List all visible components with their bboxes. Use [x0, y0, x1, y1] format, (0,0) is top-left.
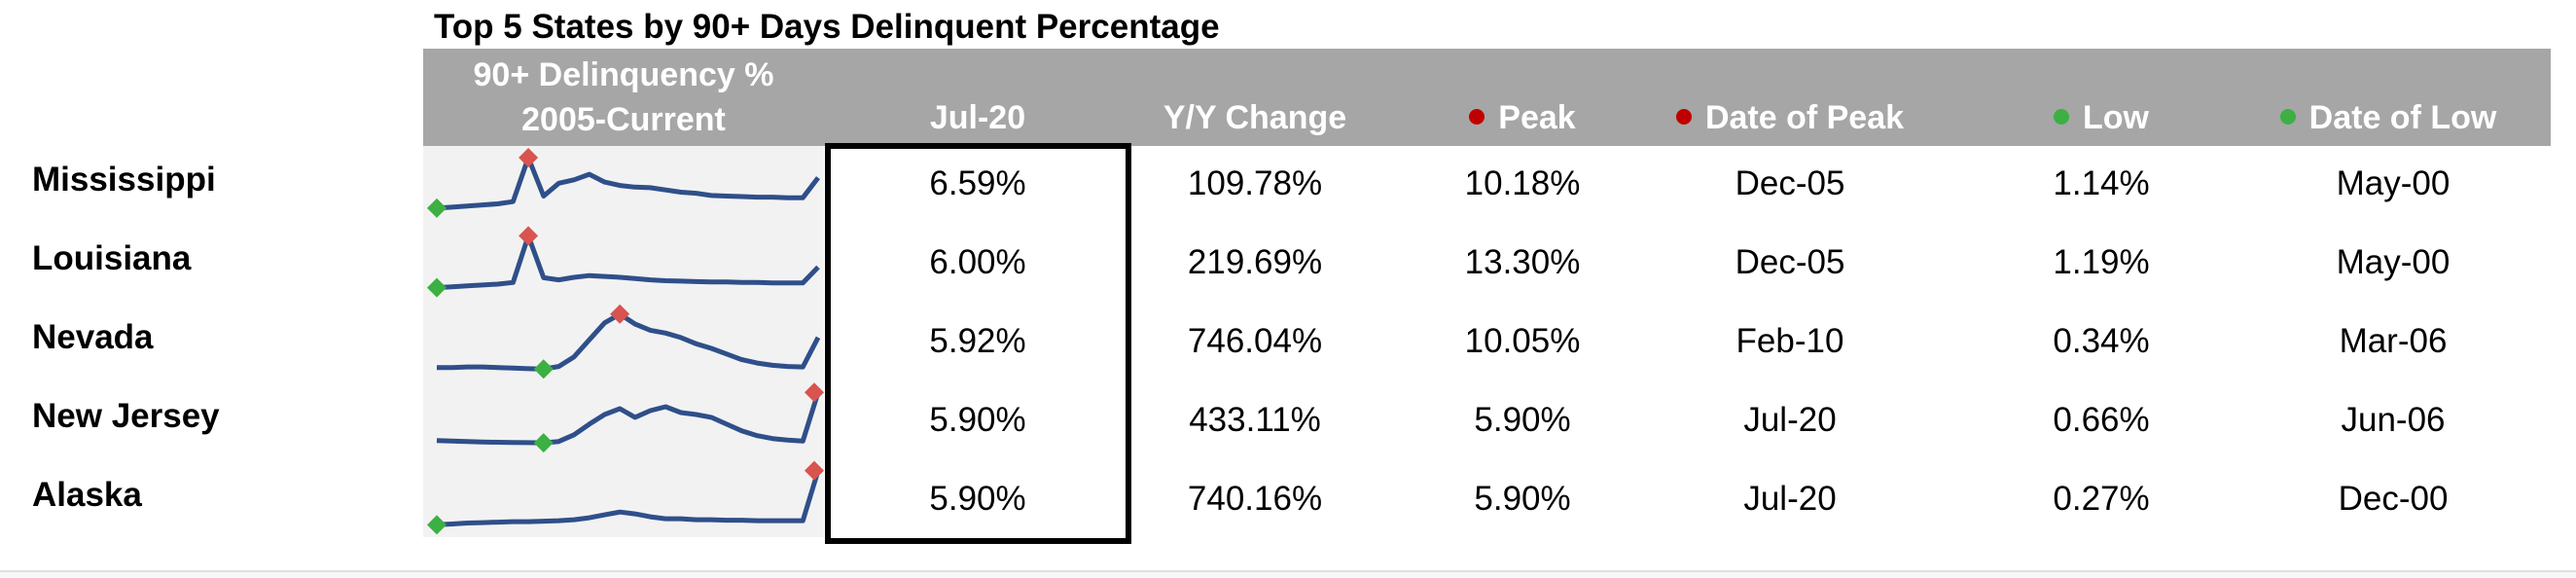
current-value: 5.92%: [929, 322, 1026, 360]
header-date-of-peak: Date of Peak: [1654, 95, 1926, 140]
low-marker-icon: [2279, 109, 2296, 126]
state-name: New Jersey: [32, 397, 220, 435]
header-low-label: Low: [2083, 99, 2149, 136]
date-of-low-value: May-00: [2336, 164, 2451, 202]
bottom-divider: [0, 570, 2576, 572]
sparkline-peak-marker: [610, 304, 630, 324]
sparkline-low-marker: [427, 198, 447, 218]
date-of-low-value: Mar-06: [2339, 322, 2448, 360]
sparkline-series: [436, 469, 821, 527]
sparkline-panel: [423, 146, 824, 537]
header-band: [423, 49, 2551, 146]
peak-value: 13.30%: [1464, 243, 1581, 281]
yy-change-value: 109.78%: [1187, 164, 1323, 202]
header-date-of-peak-label: Date of Peak: [1704, 99, 1905, 136]
header-date-of-low: Date of Low: [2247, 95, 2529, 140]
yy-change-value: 433.11%: [1189, 401, 1321, 439]
state-name: Mississippi: [32, 161, 216, 199]
low-value: 0.34%: [2053, 322, 2150, 360]
sparkline-low-marker: [427, 277, 447, 298]
yy-change-value: 746.04%: [1187, 322, 1323, 360]
current-value: 5.90%: [929, 401, 1026, 439]
peak-value: 5.90%: [1474, 401, 1571, 439]
low-value: 0.66%: [2053, 401, 2150, 439]
date-of-peak-value: Jul-20: [1743, 480, 1837, 518]
current-column-highlight: [825, 143, 1131, 544]
sparkline-chart: [427, 148, 824, 535]
date-of-low-value: Jun-06: [2341, 401, 2446, 439]
yy-change-value: 740.16%: [1187, 480, 1323, 518]
sparkline-low-marker: [533, 433, 554, 453]
table-title: Top 5 States by 90+ Days Delinquent Perc…: [434, 8, 1220, 46]
yy-change-value: 219.69%: [1187, 243, 1323, 281]
low-value: 0.27%: [2053, 480, 2150, 518]
header-peak: Peak: [1406, 95, 1639, 140]
sparkline-peak-marker: [519, 226, 539, 246]
state-name: Nevada: [32, 318, 154, 356]
sparkline-series: [436, 233, 820, 291]
date-of-peak-value: Jul-20: [1743, 401, 1837, 439]
bottom-strip: [0, 572, 2576, 578]
header-current: Jul-20: [929, 99, 1026, 136]
state-name: Alaska: [32, 476, 142, 514]
date-of-low-value: Dec-00: [2338, 480, 2449, 518]
sparkline-series: [436, 391, 821, 446]
date-of-peak-value: Dec-05: [1735, 164, 1845, 202]
peak-marker-icon: [1469, 109, 1485, 126]
header-sparkline: 90+ Delinquency % 2005-Current: [423, 53, 824, 142]
peak-marker-icon: [1675, 109, 1692, 126]
date-of-low-value: May-00: [2336, 243, 2451, 281]
sparkline-series: [436, 155, 820, 211]
low-value: 1.19%: [2053, 243, 2150, 281]
header-date-of-low-label: Date of Low: [2308, 99, 2497, 136]
header-peak-label: Peak: [1498, 99, 1576, 136]
date-of-peak-value: Dec-05: [1735, 243, 1845, 281]
state-name: Louisiana: [32, 239, 192, 277]
header-yy-change: Y/Y Change: [1163, 99, 1347, 136]
header-low: Low: [1994, 95, 2208, 140]
sparkline-low-marker: [427, 515, 447, 535]
sparkline-series: [437, 311, 821, 372]
current-value: 5.90%: [929, 480, 1026, 518]
low-marker-icon: [2054, 109, 2069, 126]
peak-value: 5.90%: [1474, 480, 1571, 518]
header-sparkline-line2: 2005-Current: [521, 101, 726, 138]
sparkline-peak-marker: [805, 460, 824, 481]
sparkline-peak-marker: [805, 382, 824, 403]
sparkline-low-marker: [533, 359, 554, 379]
current-value: 6.59%: [929, 164, 1026, 202]
peak-value: 10.05%: [1464, 322, 1581, 360]
peak-value: 10.18%: [1464, 164, 1581, 202]
sparkline-peak-marker: [519, 148, 539, 167]
current-value: 6.00%: [929, 243, 1026, 281]
header-sparkline-line1: 90+ Delinquency %: [473, 56, 774, 93]
low-value: 1.14%: [2053, 164, 2150, 202]
date-of-peak-value: Feb-10: [1735, 322, 1844, 360]
